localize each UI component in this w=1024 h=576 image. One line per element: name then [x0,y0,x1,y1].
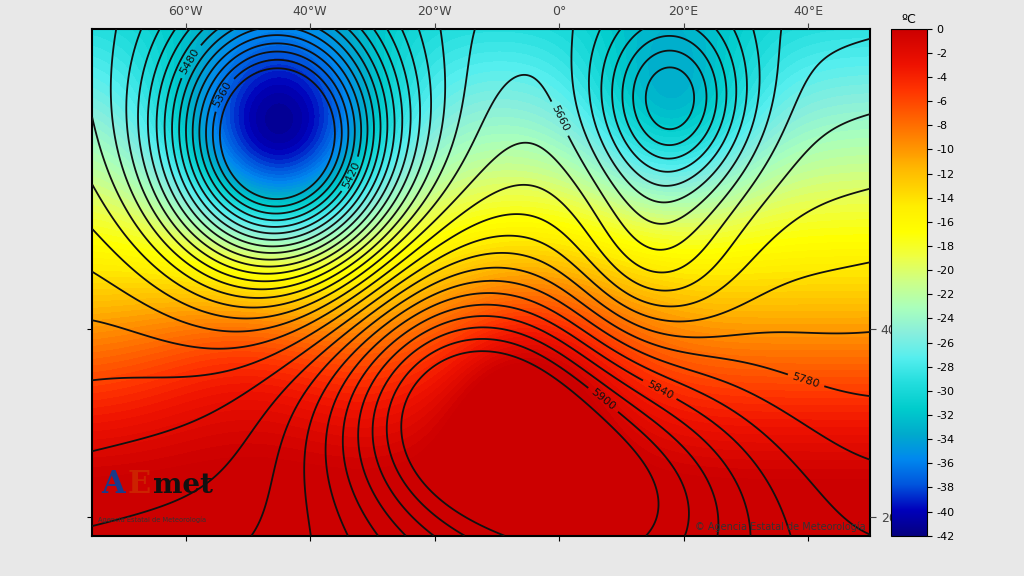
Text: A: A [101,469,125,500]
Text: 5900: 5900 [589,387,617,412]
Text: 5840: 5840 [645,378,675,401]
Text: 5420: 5420 [341,160,361,190]
Text: 5660: 5660 [549,104,570,134]
Text: met: met [154,472,213,499]
Text: © Agencia Estatal de Meteorología: © Agencia Estatal de Meteorología [694,521,865,532]
Title: ºC: ºC [901,13,916,26]
Text: 5780: 5780 [792,372,821,389]
Text: Agencia Estatal de Meteorología: Agencia Estatal de Meteorología [98,516,206,522]
Text: 5480: 5480 [178,46,202,75]
Text: 5360: 5360 [212,79,234,109]
Text: E: E [127,469,151,500]
